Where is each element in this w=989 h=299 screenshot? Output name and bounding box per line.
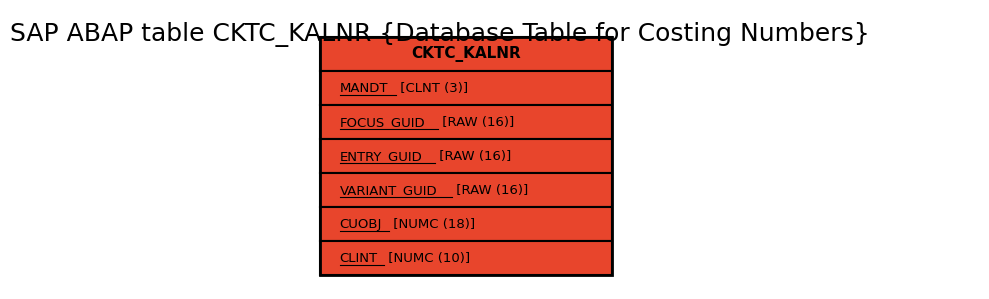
FancyBboxPatch shape — [320, 207, 612, 241]
FancyBboxPatch shape — [320, 173, 612, 207]
FancyBboxPatch shape — [320, 37, 612, 71]
FancyBboxPatch shape — [320, 139, 612, 173]
Text: SAP ABAP table CKTC_KALNR {Database Table for Costing Numbers}: SAP ABAP table CKTC_KALNR {Database Tabl… — [10, 22, 870, 47]
Text: CKTC_KALNR: CKTC_KALNR — [411, 46, 521, 62]
Text: ENTRY_GUID: ENTRY_GUID — [339, 150, 422, 163]
FancyBboxPatch shape — [320, 105, 612, 139]
Text: [CLNT (3)]: [CLNT (3)] — [396, 82, 468, 94]
Text: [NUMC (10)]: [NUMC (10)] — [384, 252, 470, 265]
Text: CUOBJ: CUOBJ — [339, 218, 382, 231]
FancyBboxPatch shape — [320, 71, 612, 105]
Text: MANDT: MANDT — [339, 82, 388, 94]
Text: VARIANT_GUID: VARIANT_GUID — [339, 184, 437, 197]
Text: [RAW (16)]: [RAW (16)] — [438, 116, 514, 129]
Text: FOCUS_GUID: FOCUS_GUID — [339, 116, 425, 129]
Text: [RAW (16)]: [RAW (16)] — [452, 184, 528, 197]
Text: CLINT: CLINT — [339, 252, 378, 265]
Text: [RAW (16)]: [RAW (16)] — [435, 150, 511, 163]
Text: [NUMC (18)]: [NUMC (18)] — [389, 218, 475, 231]
FancyBboxPatch shape — [320, 241, 612, 275]
